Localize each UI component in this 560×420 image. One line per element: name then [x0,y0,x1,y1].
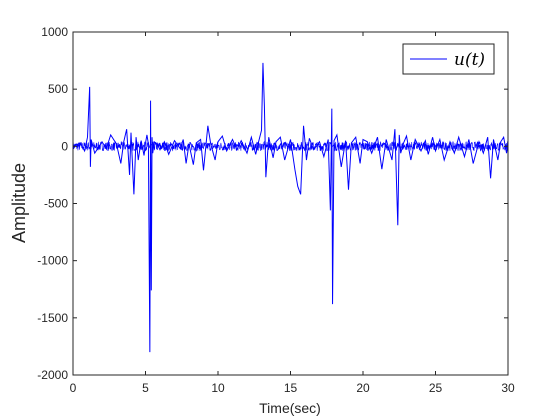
y-tick-label-6: 1000 [41,25,68,39]
series-noise-band-0 [72,140,509,152]
legend: u(t) [402,43,495,75]
x-tick-label-3: 15 [284,381,298,395]
y-tick-label-2: -1000 [37,254,68,268]
x-tick-label-1: 5 [142,381,149,395]
series-line-0 [72,62,509,353]
x-tick-label-5: 25 [429,381,443,395]
legend-label: u(t) [454,50,485,70]
y-tick-label-0: -2000 [37,368,68,382]
x-axis-label: Time(sec) [259,400,321,416]
x-tick-label-0: 0 [70,381,77,395]
y-axis-label: Amplitude [9,163,29,243]
y-tick-label-1: -1500 [37,311,68,325]
x-tick-label-6: 30 [501,381,515,395]
x-tick-label-2: 10 [211,381,225,395]
series-layer [72,62,509,353]
y-tick-label-5: 500 [48,82,68,96]
x-tick-label-4: 20 [356,381,370,395]
y-tick-label-3: -500 [44,197,68,211]
ticks-layer: 0 5 10 15 20 25 30 -2000 -1500 -1000 -500 0 500 1000 [37,25,515,395]
y-tick-label-4: 0 [61,139,68,153]
plot-background [73,32,508,375]
